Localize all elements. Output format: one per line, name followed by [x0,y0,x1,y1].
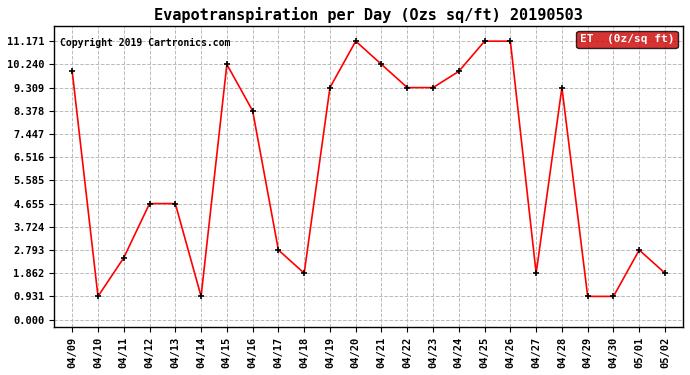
Legend: ET  (0z/sq ft): ET (0z/sq ft) [576,31,678,48]
Text: Copyright 2019 Cartronics.com: Copyright 2019 Cartronics.com [61,38,231,48]
Title: Evapotranspiration per Day (Ozs sq/ft) 20190503: Evapotranspiration per Day (Ozs sq/ft) 2… [154,7,583,23]
